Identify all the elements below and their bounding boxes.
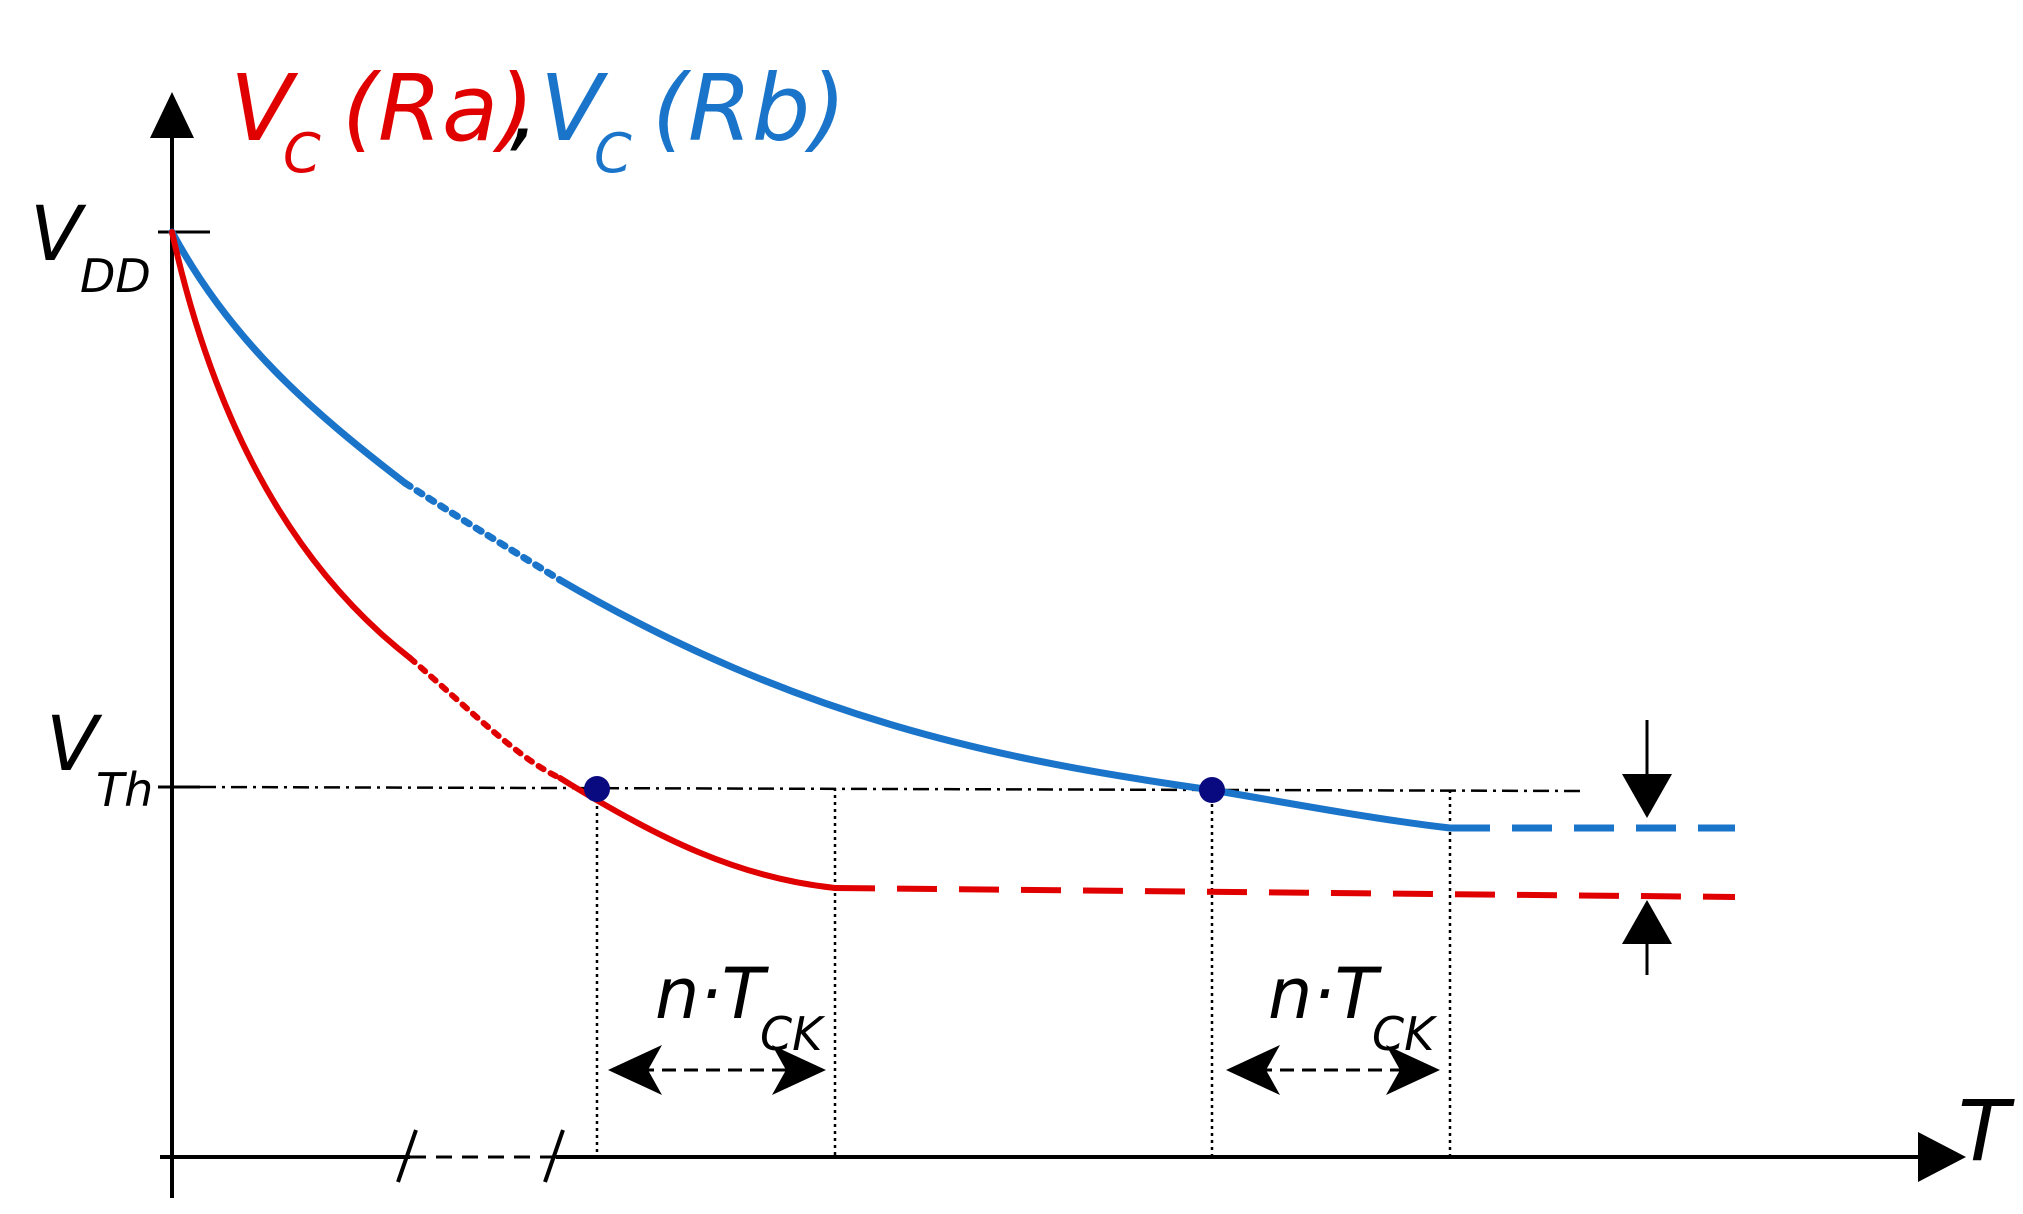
- curve-ra: [169, 229, 1736, 900]
- chart-title: V C (Ra) , V C (Rb): [230, 55, 846, 185]
- x-axis-label: T: [1958, 1082, 2015, 1180]
- vth-threshold-line: [199, 785, 1583, 793]
- vth-label: V Th: [46, 699, 153, 817]
- interval-label-1-main: n·T: [655, 953, 770, 1035]
- title-ra-main: V: [230, 55, 299, 162]
- vth-label-sub: Th: [96, 763, 153, 817]
- interval-arrows: [608, 1045, 1440, 1095]
- axis-break-mark-1: [396, 1129, 418, 1183]
- interval-label-1-sub: CK: [760, 1007, 826, 1061]
- interval-label-2: n·T CK: [1268, 953, 1438, 1061]
- axis-break-mark-2: [543, 1129, 565, 1183]
- curve-rb: [168, 228, 1735, 832]
- interval-arrow-2-right-head: [1386, 1045, 1440, 1095]
- interval-arrow-2-left-head: [1226, 1045, 1280, 1095]
- x-axis-arrowhead: [1918, 1132, 1966, 1182]
- title-ra-suffix: (Ra): [342, 55, 534, 162]
- gap-arrow-up-head: [1622, 900, 1672, 944]
- title-rb-sub: C: [594, 122, 632, 185]
- axes: [150, 92, 1966, 1198]
- interval-label-1: n·T CK: [655, 953, 826, 1061]
- vth-label-main: V: [46, 699, 103, 788]
- curve-ra-dotted: [407, 655, 563, 781]
- title-rb-suffix: (Rb): [652, 55, 846, 162]
- interval-label-2-sub: CK: [1372, 1007, 1438, 1061]
- curve-rb-dotted: [401, 479, 564, 584]
- vertical-guides: [595, 788, 1452, 1157]
- gap-indicator: [1622, 720, 1672, 975]
- vdd-label: V DD: [30, 189, 151, 303]
- curve-rb-upper: [168, 228, 409, 487]
- curve-ra-asymptote: [834, 885, 1736, 900]
- rb-threshold-crossing-point: [1199, 777, 1225, 803]
- curve-rb-lower: [556, 576, 1454, 832]
- title-separator: ,: [510, 55, 539, 162]
- y-axis-arrowhead: [150, 92, 194, 138]
- title-rb-main: V: [540, 55, 609, 162]
- interval-label-2-main: n·T: [1268, 953, 1383, 1035]
- vdd-label-sub: DD: [80, 249, 151, 303]
- ra-threshold-crossing-point: [584, 776, 610, 802]
- vdd-label-main: V: [30, 189, 87, 278]
- title-ra-sub: C: [283, 122, 321, 185]
- interval-arrow-1-right-head: [772, 1045, 826, 1095]
- curve-ra-upper: [169, 229, 413, 661]
- interval-arrow-1-left-head: [608, 1045, 662, 1095]
- gap-arrow-down-head: [1622, 774, 1672, 818]
